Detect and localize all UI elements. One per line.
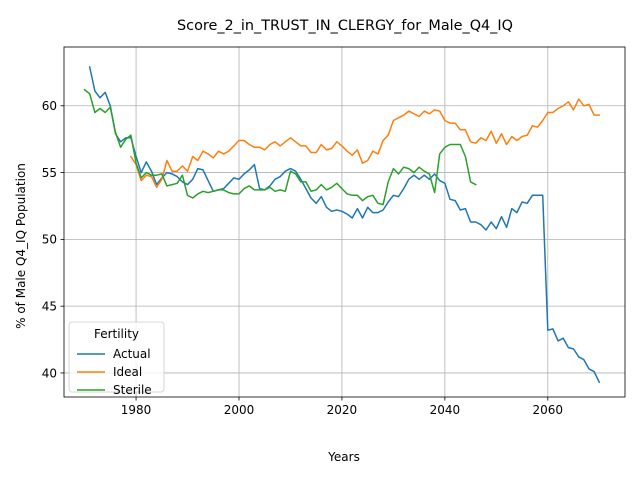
y-tick-label: 50: [42, 233, 57, 247]
legend-label-actual: Actual: [113, 347, 151, 361]
y-tick-label: 45: [42, 299, 57, 313]
legend-label-sterile: Sterile: [113, 383, 152, 397]
y-axis-label: % of Male Q4_IQ Population: [14, 163, 28, 329]
chart-title: Score_2_in_TRUST_IN_CLERGY_for_Male_Q4_I…: [177, 18, 513, 34]
x-tick-label: 2040: [430, 403, 461, 417]
y-tick-label: 60: [42, 99, 57, 113]
x-tick-label: 2020: [327, 403, 358, 417]
legend-title: Fertility: [94, 327, 139, 341]
y-tick-label: 55: [42, 166, 57, 180]
y-tick-label: 40: [42, 366, 57, 380]
x-tick-label: 2060: [533, 403, 564, 417]
x-tick-label: 2000: [224, 403, 255, 417]
legend: Fertility Actual Ideal Sterile: [69, 322, 164, 397]
x-axis-label: Years: [327, 450, 360, 464]
legend-label-ideal: Ideal: [113, 365, 142, 379]
x-tick-label: 1980: [121, 403, 152, 417]
